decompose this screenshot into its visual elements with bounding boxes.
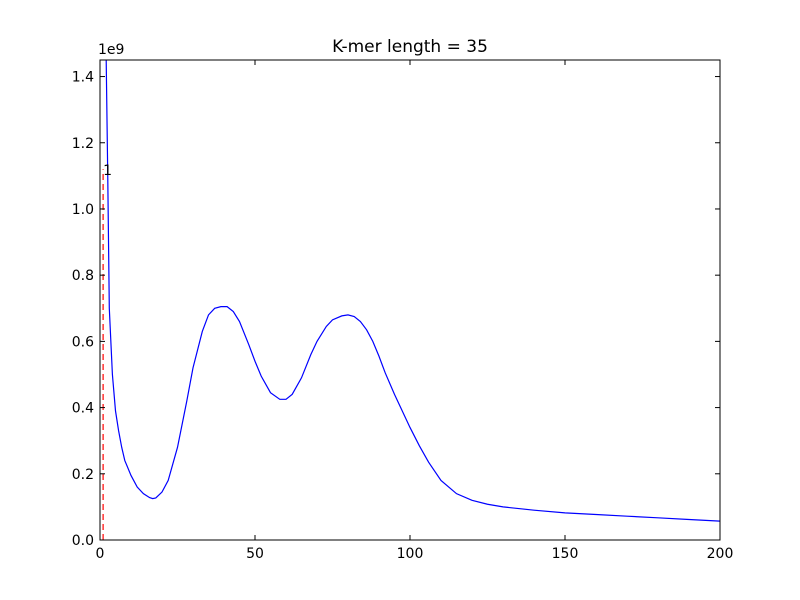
y-tick-label: 0.6 <box>72 334 94 350</box>
x-tick-label: 150 <box>552 546 579 562</box>
x-tick-label: 100 <box>397 546 424 562</box>
y-tick-label: 0.2 <box>72 467 94 483</box>
y-offset-label: 1e9 <box>98 42 124 58</box>
y-tick-label: 0.0 <box>72 533 94 549</box>
y-axis: 0.0 0.2 0.4 0.6 0.8 1.0 1.2 1.4 <box>72 70 720 549</box>
y-tick-label: 1.2 <box>72 136 94 152</box>
y-tick-label: 1.0 <box>72 202 94 218</box>
y-tick-label: 1.4 <box>72 70 94 86</box>
plot-area: 1 <box>102 60 720 540</box>
x-tick-label: 200 <box>707 546 734 562</box>
x-tick-label: 0 <box>96 546 105 562</box>
x-tick-label: 50 <box>246 546 264 562</box>
chart-title: K-mer length = 35 <box>332 37 488 57</box>
series-line-1 <box>105 60 720 522</box>
annotation-label-1: 1 <box>103 163 112 179</box>
plot-frame <box>99 59 721 541</box>
x-axis: 0 50 100 150 200 <box>96 60 734 562</box>
y-tick-label: 0.8 <box>72 268 94 284</box>
y-tick-label: 0.4 <box>72 401 94 417</box>
